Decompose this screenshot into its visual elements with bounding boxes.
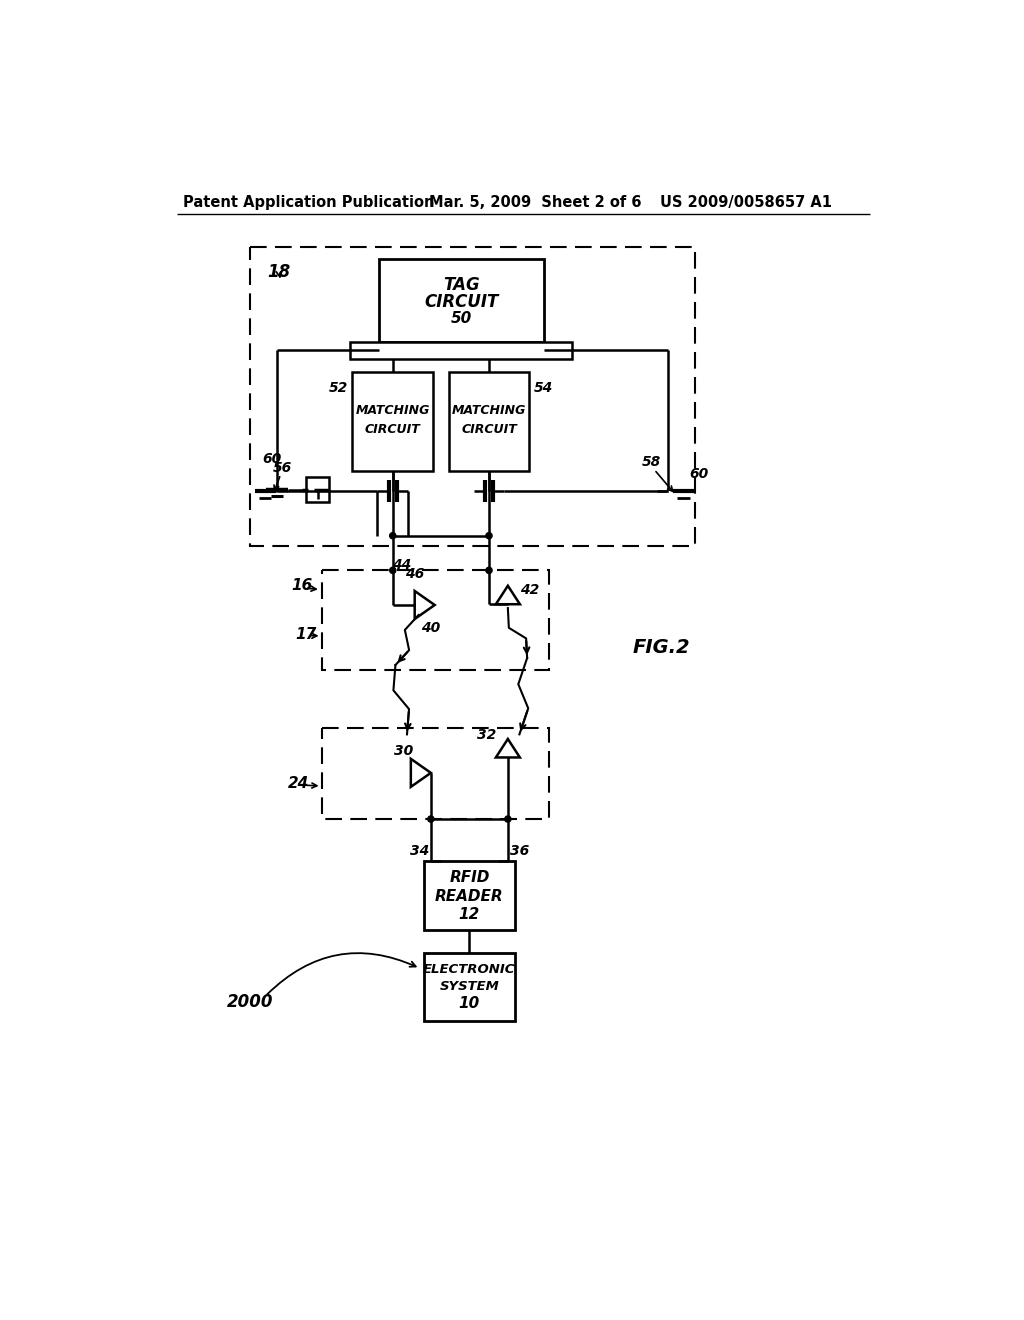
Circle shape <box>486 568 493 573</box>
Text: 36: 36 <box>510 845 529 858</box>
Text: 24: 24 <box>288 776 309 791</box>
Text: 46: 46 <box>404 568 424 581</box>
Text: ELECTRONIC: ELECTRONIC <box>423 964 516 977</box>
Circle shape <box>486 532 493 539</box>
Circle shape <box>505 816 511 822</box>
Text: TAG: TAG <box>443 276 479 293</box>
Text: CIRCUIT: CIRCUIT <box>461 422 517 436</box>
Text: FIG.2: FIG.2 <box>633 638 690 657</box>
Text: 42: 42 <box>520 582 539 597</box>
Bar <box>424 861 515 929</box>
Circle shape <box>428 816 434 822</box>
Text: 60: 60 <box>689 467 709 480</box>
Text: 54: 54 <box>534 381 553 395</box>
Bar <box>322 570 549 671</box>
Bar <box>322 729 549 818</box>
Bar <box>350 342 571 359</box>
Bar <box>424 953 515 1020</box>
Text: 44: 44 <box>392 558 412 572</box>
Bar <box>352 372 433 471</box>
Text: 40: 40 <box>421 622 440 635</box>
Bar <box>250 247 695 545</box>
Bar <box>379 259 544 342</box>
Circle shape <box>390 532 396 539</box>
Text: Mar. 5, 2009  Sheet 2 of 6: Mar. 5, 2009 Sheet 2 of 6 <box>429 195 642 210</box>
Text: 52: 52 <box>329 381 348 395</box>
Text: CIRCUIT: CIRCUIT <box>365 422 421 436</box>
Bar <box>306 478 330 502</box>
Text: MATCHING: MATCHING <box>452 404 526 417</box>
Text: US 2009/0058657 A1: US 2009/0058657 A1 <box>660 195 833 210</box>
Text: 30: 30 <box>393 744 413 758</box>
Text: CIRCUIT: CIRCUIT <box>424 293 499 310</box>
Text: 60: 60 <box>262 451 282 466</box>
Text: RFID: RFID <box>450 870 489 886</box>
Text: 2000: 2000 <box>226 993 273 1011</box>
Text: 50: 50 <box>451 312 472 326</box>
Text: 16: 16 <box>291 578 312 593</box>
Text: MATCHING: MATCHING <box>355 404 430 417</box>
Text: SYSTEM: SYSTEM <box>439 981 500 994</box>
Text: 34: 34 <box>410 845 429 858</box>
Text: 12: 12 <box>459 907 480 923</box>
Text: 56: 56 <box>272 461 292 475</box>
Text: 10: 10 <box>459 997 480 1011</box>
Text: READER: READER <box>435 888 504 904</box>
Circle shape <box>390 568 396 573</box>
Text: 18: 18 <box>267 263 291 281</box>
Text: 58: 58 <box>641 455 660 469</box>
Bar <box>449 372 529 471</box>
Text: 32: 32 <box>477 729 496 742</box>
Text: 17: 17 <box>296 627 316 642</box>
Text: Patent Application Publication: Patent Application Publication <box>183 195 434 210</box>
